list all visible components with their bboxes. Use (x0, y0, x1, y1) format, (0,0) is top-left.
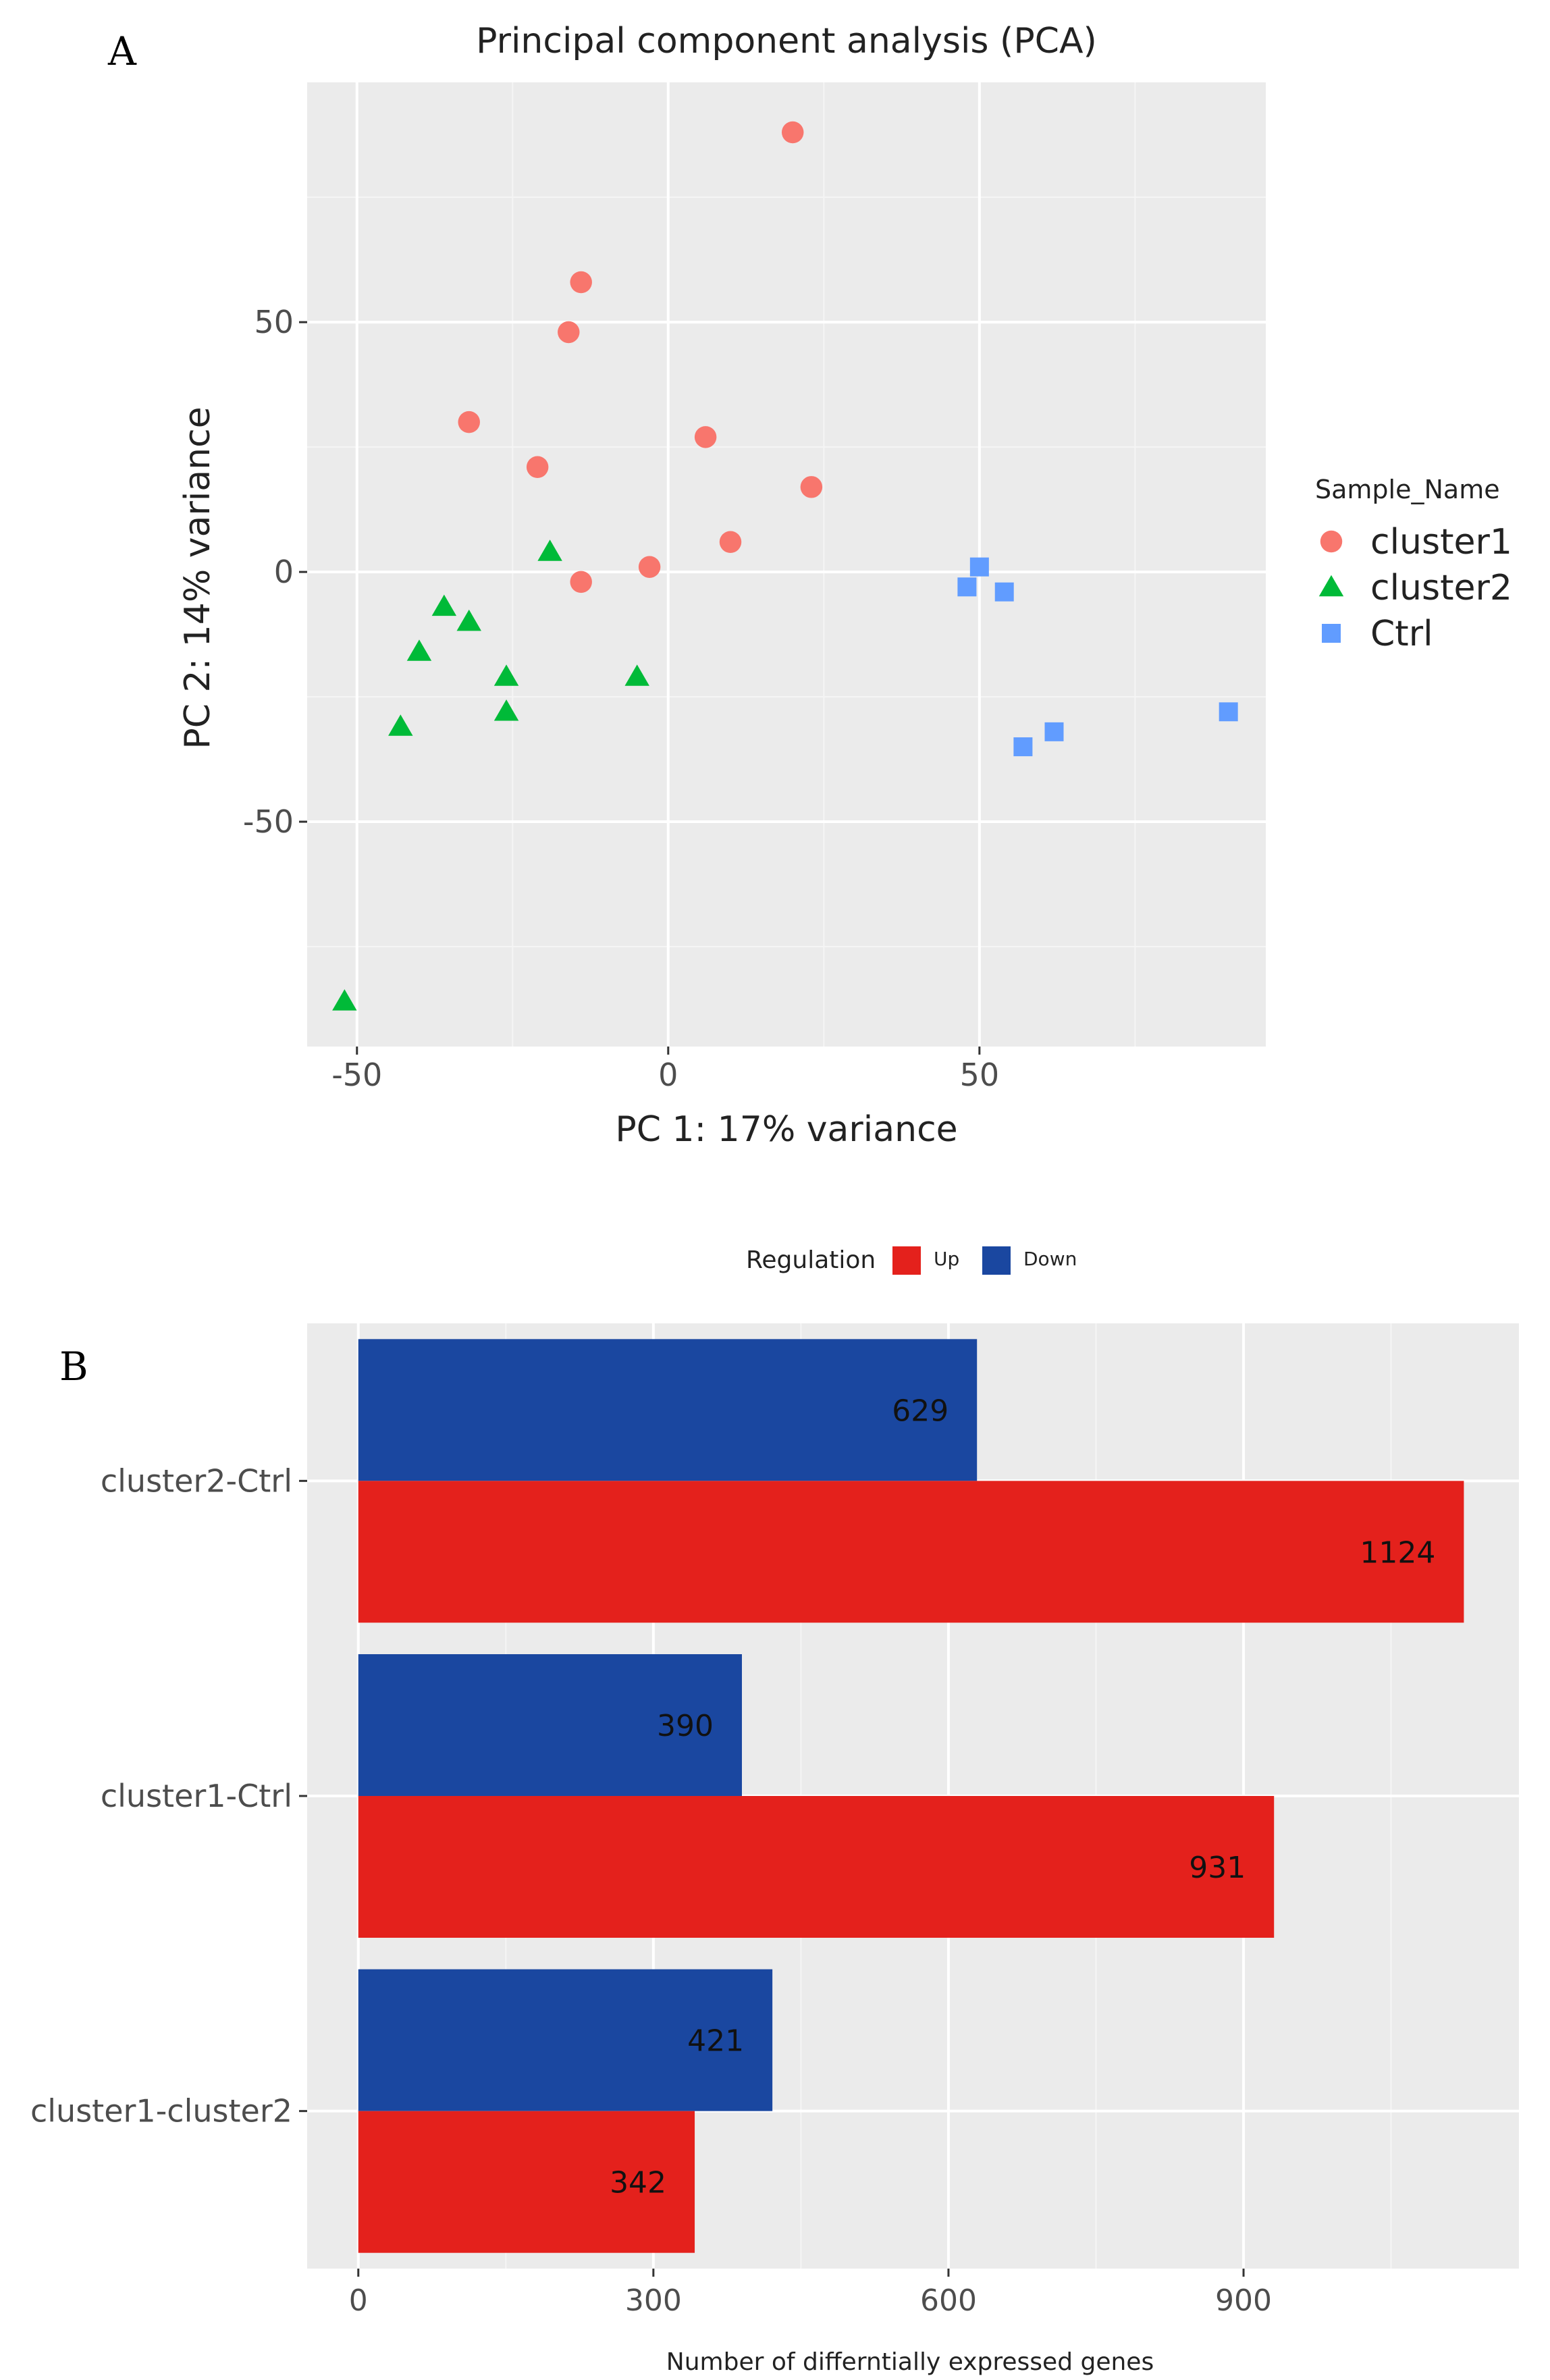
cluster2-point (537, 539, 562, 561)
legend-key-Ctrl (1322, 624, 1341, 643)
x-tick-label: 300 (625, 2283, 682, 2318)
plot-panel-background (307, 82, 1266, 1047)
bar-value-label: 1124 (1360, 1535, 1435, 1570)
y-axis-label: PC 2: 14% variance (178, 406, 218, 749)
chart-title: Principal component analysis (PCA) (476, 21, 1097, 61)
category-label: cluster1-Ctrl (101, 1778, 292, 1814)
cluster2-point (406, 639, 432, 661)
deg-bar-chart: 0 300 600 900 cluster2-Ctrl cluster1-Ctrl clus… (30, 1246, 1519, 2376)
x-tick-label: 50 (960, 1057, 1000, 1093)
bar-value-label: 342 (610, 2166, 666, 2200)
legend-key-cluster2 (1318, 575, 1344, 597)
cluster1-point (570, 571, 592, 593)
legend-label-down: Down (1023, 1248, 1077, 1270)
bar-value-label: 390 (657, 1709, 714, 1743)
x-tick-label: 0 (349, 2283, 368, 2318)
x-tick-label: -50 (331, 1057, 382, 1093)
bar-value-label: 629 (892, 1394, 948, 1428)
panel-b-label: B (59, 1344, 88, 1390)
legend-title: Regulation (746, 1246, 876, 1274)
cluster1-point (694, 426, 717, 448)
down-bar (358, 1654, 742, 1796)
cluster2-point (456, 609, 481, 631)
x-tick-label: 900 (1215, 2283, 1272, 2318)
Ctrl-point (1044, 722, 1064, 741)
cluster1-point (638, 556, 661, 578)
down-bar (358, 1969, 773, 2111)
cluster1-point (458, 411, 480, 433)
cluster1-point (800, 476, 823, 498)
cluster1-point (526, 456, 549, 478)
legend-key-down (982, 1246, 1011, 1275)
bar-value-label: 421 (687, 2024, 744, 2059)
x-tick-label: 600 (920, 2283, 977, 2318)
Ctrl-point (1013, 737, 1033, 757)
legend-label: Ctrl (1370, 614, 1433, 654)
panel-a-label: A (108, 28, 136, 74)
cluster1-point (781, 121, 804, 144)
bar-value-label: 931 (1189, 1851, 1246, 1885)
up-bar (358, 1481, 1464, 1623)
legend-title: Sample_Name (1315, 475, 1500, 504)
legend-key-cluster1 (1320, 530, 1343, 553)
up-bar (358, 1796, 1275, 1938)
cluster2-point (332, 989, 357, 1011)
y-tick-label: 0 (274, 554, 294, 590)
legend-label-up: Up (934, 1248, 959, 1270)
cluster2-point (493, 699, 519, 721)
Ctrl-point (957, 577, 977, 597)
y-tick-label: -50 (243, 803, 294, 840)
cluster2-point (388, 714, 413, 736)
legend-label: cluster2 (1370, 568, 1512, 608)
cluster2-point (493, 664, 519, 686)
Ctrl-point (994, 582, 1014, 602)
cluster1-point (570, 271, 592, 294)
pca-scatter-chart: -50 0 50 -50 0 50 Principal component analysis… (178, 21, 1512, 1150)
x-tick-label: 0 (658, 1057, 678, 1093)
legend-key-up (892, 1246, 921, 1275)
up-bar (358, 2111, 695, 2253)
down-bar (358, 1339, 978, 1481)
cluster2-point (624, 664, 649, 686)
cluster1-point (558, 321, 580, 344)
y-tick-label: 50 (254, 304, 294, 340)
legend-label: cluster1 (1370, 522, 1512, 562)
category-label: cluster2-Ctrl (101, 1462, 292, 1499)
cluster2-point (431, 594, 457, 616)
cluster1-point (719, 531, 742, 553)
Ctrl-point (1219, 702, 1238, 722)
category-label: cluster1-cluster2 (30, 2093, 292, 2130)
Ctrl-point (969, 557, 989, 577)
x-axis-label: Number of differntially expressed genes (666, 2348, 1154, 2376)
x-axis-label: PC 1: 17% variance (615, 1109, 957, 1150)
